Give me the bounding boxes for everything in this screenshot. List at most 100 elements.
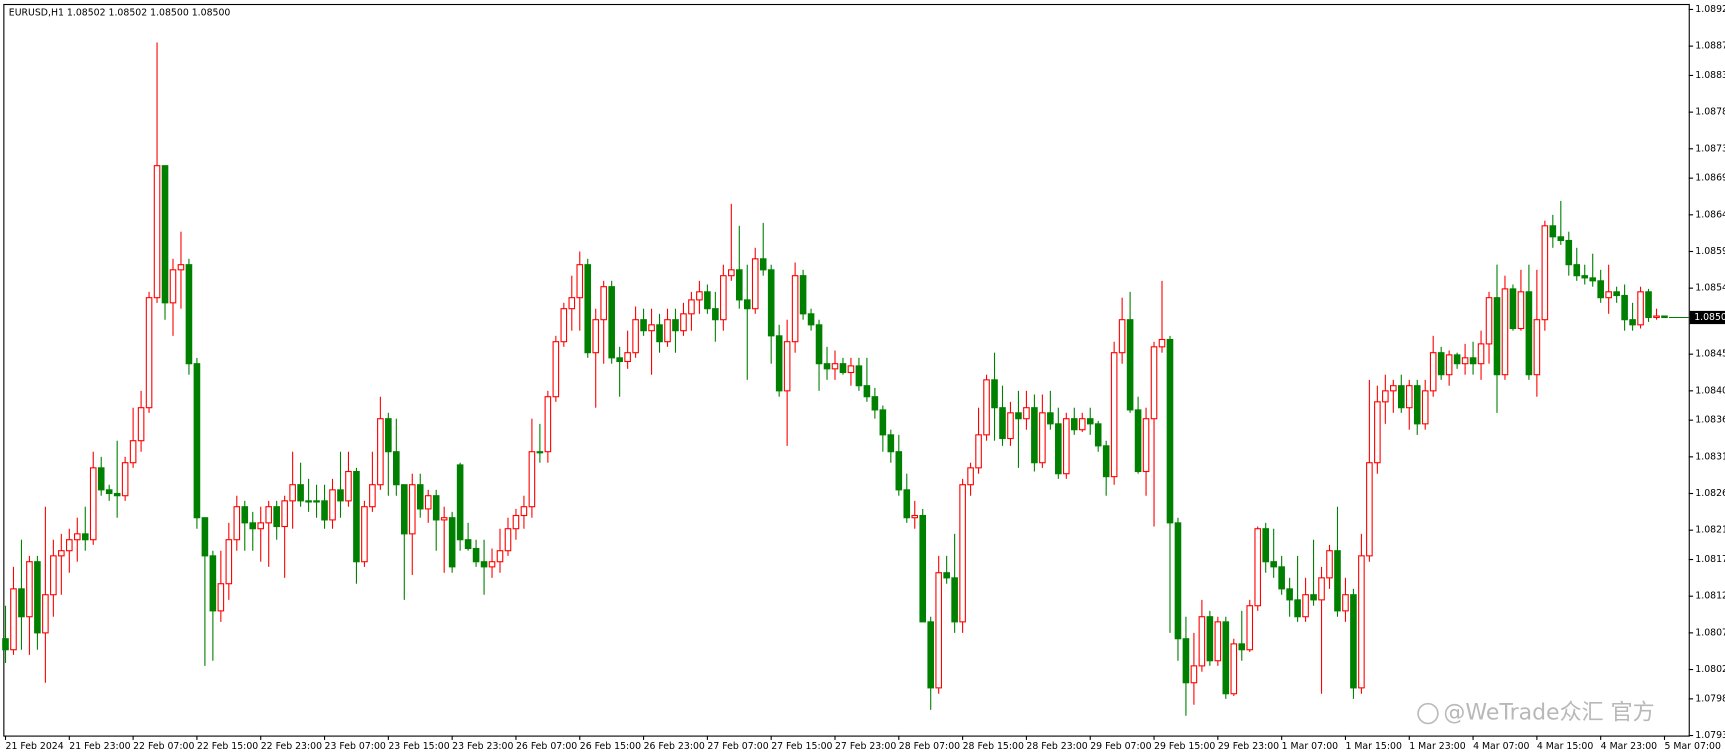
candle-body [1525, 291, 1533, 376]
candle-body [34, 561, 41, 634]
y-tick-label: 1.0869 [1695, 173, 1725, 184]
candle-body [1007, 412, 1014, 440]
candle-body [536, 451, 544, 454]
candle-body [911, 514, 919, 519]
candle-body [1238, 643, 1246, 651]
candle-body [1613, 291, 1620, 297]
y-tick-label: 1.0873 [1695, 143, 1725, 154]
candle-body [831, 363, 839, 370]
candle-body [1182, 638, 1190, 684]
candle-body [400, 484, 408, 535]
x-tick-label: 4 Mar 15:00 [1537, 741, 1593, 752]
candle-body [464, 539, 472, 550]
candle-body [735, 269, 743, 301]
candle-body [576, 264, 584, 299]
watermark: @WeTrade众汇 官方 [1417, 701, 1655, 726]
x-tick-label: 26 Feb 07:00 [516, 741, 577, 752]
y-tick-label: 1.0887 [1695, 41, 1725, 52]
candle-body [616, 357, 623, 363]
candle-body [1629, 319, 1636, 326]
watermark-text: @WeTrade众汇 官方 [1443, 701, 1654, 726]
candle-body [1286, 588, 1293, 601]
y-tick-label: 1.0802 [1695, 664, 1725, 675]
y-tick-label: 1.0864 [1695, 209, 1725, 220]
candle-body [97, 467, 105, 491]
candle-body [1350, 594, 1357, 689]
candle-body [879, 409, 887, 436]
candle-body [1453, 354, 1461, 365]
candle-body [895, 451, 903, 491]
candle-body [145, 297, 153, 409]
x-tick-label: 4 Mar 07:00 [1473, 741, 1529, 752]
x-tick-label: 22 Feb 15:00 [197, 741, 258, 752]
candle-body [767, 269, 775, 337]
candle-body [26, 561, 33, 618]
candle-body [791, 275, 799, 343]
candle-body [209, 555, 217, 612]
candle-body [1429, 352, 1437, 392]
candle-body [1477, 343, 1485, 365]
candle-body [999, 407, 1006, 440]
candle-body [161, 165, 169, 304]
candle-body [1166, 338, 1174, 524]
candle-body [1206, 616, 1214, 662]
y-tick-label: 1.0878 [1695, 107, 1725, 118]
candle-body [728, 269, 735, 277]
y-tick-label: 1.0836 [1695, 415, 1725, 426]
candle-body [81, 533, 89, 541]
candle-body [1190, 665, 1198, 684]
candle-body [1366, 462, 1373, 557]
candle-body [1230, 643, 1238, 695]
candle-body [959, 484, 966, 623]
y-tick-label: 1.0821 [1695, 525, 1725, 536]
candle-body [89, 467, 97, 541]
candle-body [712, 308, 719, 321]
candle-body [680, 313, 687, 332]
candle-body [592, 319, 600, 354]
candle-body [1031, 407, 1038, 464]
candle-body [975, 434, 982, 469]
candle-body [121, 462, 129, 497]
candle-body [807, 313, 815, 326]
candle-body [1461, 357, 1469, 365]
candle-body [137, 407, 145, 442]
candle-body [1158, 338, 1166, 348]
candle-body [1342, 594, 1349, 612]
candle-body [265, 506, 273, 524]
x-tick-label: 27 Feb 07:00 [707, 741, 768, 752]
candle-body [129, 440, 137, 464]
x-tick-label: 27 Feb 23:00 [835, 741, 896, 752]
candle-body [1493, 297, 1501, 376]
candle-body [193, 363, 201, 519]
candle-body [305, 500, 312, 503]
candle-body [560, 308, 568, 343]
candle-body [1413, 385, 1421, 425]
candle-body [1541, 225, 1549, 321]
candle-body [1382, 390, 1389, 403]
candle-body [241, 506, 249, 524]
candle-body [991, 379, 998, 409]
candle-body [385, 418, 392, 453]
candle-body [337, 489, 344, 502]
candle-body [1421, 390, 1429, 425]
candle-body [1134, 409, 1142, 473]
watermark-logo [1417, 702, 1439, 725]
candle-body [2, 638, 9, 651]
y-tick-label: 1.0807 [1695, 627, 1725, 638]
candle-body [1397, 385, 1405, 409]
candle-body [1086, 418, 1094, 425]
candle-body [951, 577, 958, 623]
y-tick-label: 1.0854 [1695, 283, 1725, 294]
x-tick-label: 29 Feb 15:00 [1154, 741, 1215, 752]
candle-body [1078, 418, 1086, 431]
candle-body [329, 489, 336, 521]
candle-body [233, 506, 241, 541]
candle-body [815, 324, 823, 365]
candle-body [512, 514, 520, 530]
y-tick-label: 1.0883 [1695, 70, 1725, 81]
candle-body [448, 517, 456, 568]
candle-body [672, 319, 679, 332]
x-tick-label: 1 Mar 15:00 [1345, 741, 1401, 752]
candle-body [1015, 412, 1022, 420]
